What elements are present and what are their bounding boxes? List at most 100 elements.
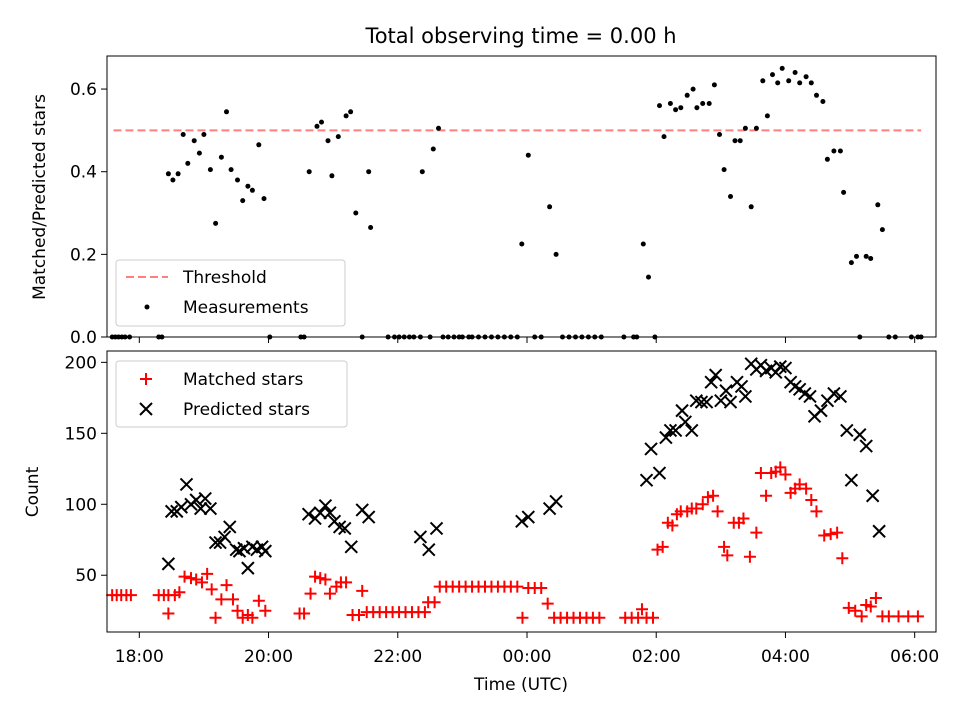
- measurement-point: [256, 142, 262, 148]
- matched-star-point: [656, 540, 669, 553]
- measurement-point: [808, 80, 814, 86]
- legend-measurements-label: Measurements: [183, 298, 309, 318]
- measurement-point: [235, 177, 240, 183]
- predicted-star-point: [853, 428, 867, 442]
- measurement-point: [185, 160, 191, 166]
- ratio-panel: 0.0 0.2 0.4 0.6 Matched/Predicted stars Thr…: [30, 55, 937, 348]
- measurement-point: [196, 150, 202, 156]
- ratio-y-tick-label: 0.6: [70, 80, 97, 100]
- measurement-point: [224, 109, 229, 115]
- measurement-point: [319, 119, 324, 125]
- matched-star-point: [535, 582, 548, 595]
- measurement-point: [325, 138, 331, 144]
- predicted-star-point: [338, 521, 352, 536]
- count-panel: 50 100 150 200 18:00 20:00 22:00 00:00 02:00 04:…: [23, 350, 939, 695]
- matched-star-point: [774, 461, 787, 474]
- time-x-tick-label: 06:00: [890, 647, 939, 667]
- matched-star-point: [864, 600, 877, 613]
- measurement-point: [175, 171, 181, 177]
- count-legend: Matched stars Predicted stars: [115, 360, 348, 428]
- matched-star-point: [298, 607, 311, 620]
- count-y-tick-label: 200: [65, 353, 97, 373]
- predicted-star-point: [179, 477, 194, 492]
- ratio-y-axis-label: Matched/Predicted stars: [30, 94, 50, 300]
- predicted-star-point: [223, 520, 237, 534]
- count-y-tick-label: 100: [65, 495, 97, 515]
- predicted-star-point: [208, 535, 223, 550]
- measurement-point: [314, 123, 320, 129]
- measurement-point: [690, 86, 696, 92]
- matched-star-point: [195, 576, 208, 589]
- matched-star-point: [849, 604, 862, 617]
- predicted-star-point: [663, 423, 678, 438]
- matched-star-point: [701, 491, 714, 504]
- matched-star-point: [220, 579, 233, 592]
- matched-star-point: [178, 570, 191, 583]
- measurement-point: [814, 92, 819, 98]
- measurement-point: [854, 253, 859, 259]
- measurement-point: [249, 187, 255, 193]
- matched-star-point: [162, 607, 175, 620]
- matched-star-point: [831, 526, 844, 539]
- predicted-star-point: [778, 361, 793, 375]
- measurement-point: [868, 256, 874, 261]
- predicted-star-point: [704, 375, 718, 389]
- matched-star-point: [226, 593, 239, 606]
- measurement-point: [553, 251, 559, 257]
- measurement-point: [764, 113, 770, 119]
- matched-star-point: [805, 494, 818, 507]
- matched-star-point: [636, 603, 649, 616]
- measurement-point: [436, 125, 441, 131]
- measurement-point: [335, 134, 341, 140]
- measurement-point: [228, 167, 234, 173]
- matched-star-point: [651, 543, 664, 556]
- measurement-point: [721, 167, 727, 173]
- matched-star-point: [190, 573, 203, 586]
- measurement-point: [366, 169, 372, 175]
- count-y-tick-label: 150: [65, 424, 97, 444]
- matched-star-point: [911, 610, 924, 623]
- matched-star-point: [201, 567, 214, 580]
- measurement-point: [786, 78, 792, 84]
- matched-star-point: [836, 552, 849, 565]
- measurement-point: [684, 92, 690, 98]
- predicted-star-point: [258, 544, 273, 558]
- measurement-point: [753, 125, 759, 131]
- ratio-y-tick-label: 0.4: [70, 163, 97, 183]
- predicted-star-point: [344, 540, 358, 554]
- matched-star-point: [516, 611, 529, 624]
- matched-star-point: [690, 502, 703, 515]
- measurement-point: [779, 65, 785, 71]
- time-x-tick-label: 20:00: [244, 647, 293, 667]
- measurement-point: [775, 80, 781, 86]
- figure-title: Total observing time = 0.00 h: [364, 24, 676, 48]
- count-panel-frame: [106, 350, 937, 633]
- matched-star-point: [205, 583, 218, 596]
- count-y-tick-label: 50: [75, 566, 97, 586]
- predicted-star-point: [699, 395, 714, 409]
- measurement-point: [165, 171, 171, 177]
- predicted-star-point: [685, 423, 699, 438]
- measurement-point: [717, 132, 722, 137]
- measurement-point: [863, 253, 869, 259]
- matched-star-point: [711, 505, 724, 518]
- matched-star-point: [259, 604, 272, 617]
- measurement-point: [797, 80, 803, 86]
- predicted-star-point: [659, 430, 673, 445]
- predicted-star-point: [203, 501, 218, 516]
- measurement-point: [547, 204, 553, 210]
- measurement-point: [803, 74, 809, 80]
- measurement-point: [841, 189, 847, 195]
- legend-predicted-swatch: [139, 402, 153, 416]
- count-y-axis-label: Count: [23, 466, 43, 517]
- measurement-point: [737, 138, 743, 144]
- legend-predicted-label: Predicted stars: [183, 400, 310, 420]
- measurement-point: [748, 204, 754, 210]
- matched-star-point: [793, 478, 806, 491]
- predicted-star-point: [323, 506, 337, 520]
- measurement-point: [792, 70, 798, 75]
- matched-star-point: [418, 606, 431, 619]
- matched-star-point: [304, 587, 317, 600]
- predicted-star-point: [833, 389, 848, 404]
- matched-star-point: [246, 611, 259, 624]
